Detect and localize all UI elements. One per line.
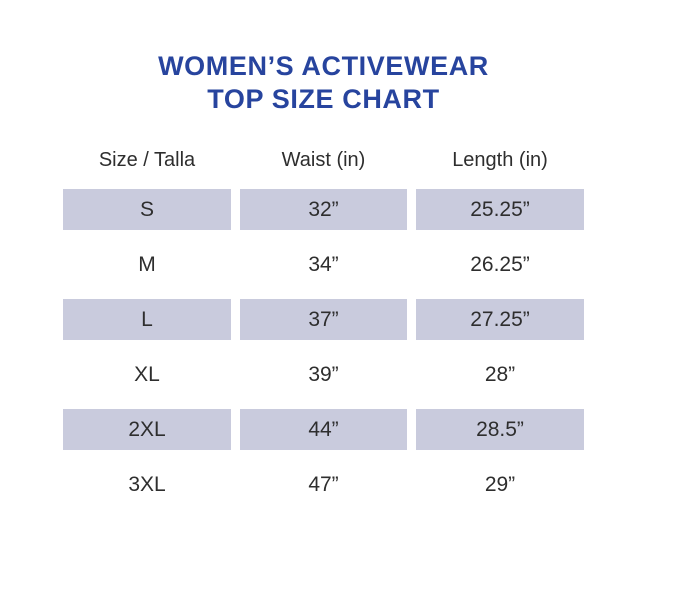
table-row: 3XL 47” 29” xyxy=(63,464,584,505)
page-title: WOMEN’S ACTIVEWEAR TOP SIZE CHART xyxy=(63,50,584,116)
column-header-size: Size / Talla xyxy=(98,149,196,171)
size-table-body: S 32” 25.25” M 34” 26.25” L 37” 27.25” XL 39” 28” 2X… xyxy=(63,189,584,505)
table-row: S 32” 25.25” xyxy=(63,189,584,230)
page-title-line-1: WOMEN’S ACTIVEWEAR xyxy=(158,51,489,81)
cell-waist: 32” xyxy=(240,189,407,230)
cell-size: 3XL xyxy=(128,473,166,496)
table-row: L 37” 27.25” xyxy=(63,299,584,340)
cell-length: 27.25” xyxy=(416,299,584,340)
cell-length: 29” xyxy=(484,473,516,496)
column-header-waist: Waist (in) xyxy=(281,149,366,171)
size-chart-content: WOMEN’S ACTIVEWEAR TOP SIZE CHART Size /… xyxy=(63,50,584,505)
size-table-header-row: Size / Talla Waist (in) Length (in) xyxy=(63,147,584,173)
cell-size: L xyxy=(63,299,231,340)
cell-waist: 34” xyxy=(308,253,339,276)
cell-length: 28.5” xyxy=(416,409,584,450)
cell-waist: 37” xyxy=(240,299,407,340)
cell-length: 25.25” xyxy=(416,189,584,230)
table-row: M 34” 26.25” xyxy=(63,244,584,285)
cell-size: XL xyxy=(134,363,160,386)
cell-waist: 39” xyxy=(308,363,339,386)
column-header-length: Length (in) xyxy=(452,149,548,171)
cell-waist: 44” xyxy=(240,409,407,450)
cell-length: 26.25” xyxy=(470,253,530,276)
cell-size: 2XL xyxy=(63,409,231,450)
cell-length: 28” xyxy=(484,363,516,386)
cell-size: M xyxy=(138,253,156,276)
cell-waist: 47” xyxy=(308,473,339,496)
table-row: 2XL 44” 28.5” xyxy=(63,409,584,450)
table-row: XL 39” 28” xyxy=(63,354,584,395)
page-title-line-2: TOP SIZE CHART xyxy=(207,84,440,114)
cell-size: S xyxy=(63,189,231,230)
